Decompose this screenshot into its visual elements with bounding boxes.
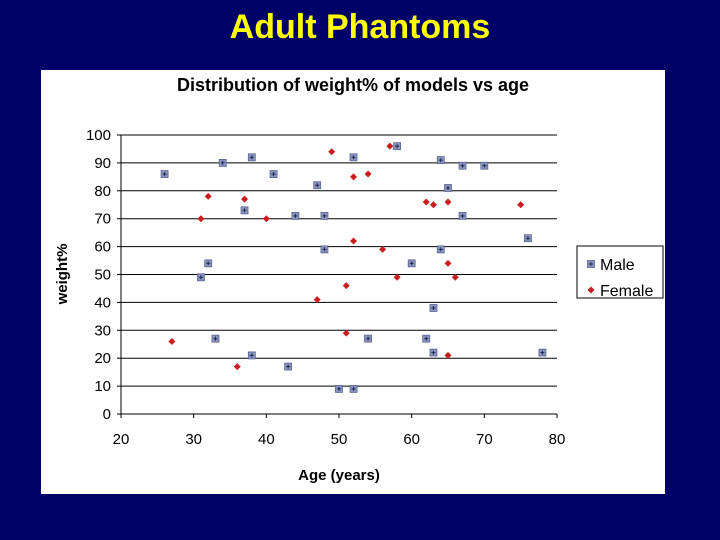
female-point <box>422 198 430 206</box>
legend-label-female: Female <box>600 283 653 300</box>
female-point <box>364 170 372 178</box>
y-tick-label: 90 <box>94 155 111 172</box>
legend-frame <box>576 245 664 299</box>
legend: Male Female <box>576 245 664 300</box>
legend-label-male: Male <box>600 257 635 274</box>
male-point <box>313 181 322 190</box>
y-tick-label: 80 <box>94 183 111 200</box>
male-point <box>284 362 293 371</box>
female-point <box>350 237 358 245</box>
axes <box>120 135 558 418</box>
female-point <box>444 351 452 359</box>
male-point <box>320 245 329 254</box>
female-point <box>197 215 205 223</box>
male-point <box>458 161 467 170</box>
male-point <box>524 234 532 243</box>
male-point <box>444 184 452 192</box>
y-tick-label: 10 <box>94 378 111 395</box>
y-axis-label: weight% <box>54 244 71 306</box>
y-tick-label: 70 <box>94 211 111 228</box>
female-point <box>233 363 241 371</box>
female-point <box>517 201 525 209</box>
x-tick-label: 40 <box>258 431 275 448</box>
male-point <box>269 170 278 178</box>
y-tick-label: 20 <box>94 350 111 367</box>
x-tick-label: 70 <box>476 431 493 448</box>
male-point <box>335 384 343 393</box>
female-point <box>393 273 401 281</box>
y-tick-label: 50 <box>94 267 111 284</box>
male-point <box>218 159 227 167</box>
female-point <box>342 329 350 337</box>
female-point <box>444 259 452 267</box>
male-point <box>291 212 300 220</box>
scatter-chart: Distribution of weight% of models vs age… <box>54 75 664 484</box>
legend-marker-male <box>587 260 595 268</box>
male-point <box>247 153 256 162</box>
female-point <box>342 282 350 290</box>
male-point <box>364 334 372 343</box>
x-tick-label: 60 <box>403 431 420 448</box>
female-point <box>429 201 437 209</box>
x-tick-label: 20 <box>113 431 130 448</box>
female-point <box>262 215 270 223</box>
male-point <box>480 161 489 170</box>
female-point <box>204 192 212 200</box>
chart-title: Distribution of weight% of models vs age <box>177 75 529 95</box>
female-point <box>313 296 321 304</box>
legend-marker-female <box>587 286 595 294</box>
male-point <box>204 259 213 268</box>
male-point <box>429 304 438 312</box>
male-point <box>436 245 445 254</box>
male-point <box>349 384 358 393</box>
y-tick-labels: 0 10 20 30 40 50 60 70 80 90 100 <box>86 127 111 423</box>
male-point <box>197 273 205 282</box>
female-point <box>328 148 336 156</box>
x-tick-labels: 20 30 40 50 60 70 80 <box>113 431 566 448</box>
male-point <box>160 170 169 178</box>
x-tick-label: 30 <box>185 431 202 448</box>
male-point <box>422 334 431 343</box>
male-point <box>393 142 402 151</box>
male-point <box>538 348 547 357</box>
female-point <box>451 273 459 281</box>
x-tick-label: 80 <box>549 431 566 448</box>
x-axis-label: Age (years) <box>298 467 380 484</box>
male-point <box>349 153 358 162</box>
female-point <box>241 195 249 203</box>
male-point <box>436 156 445 165</box>
slide-title: Adult Phantoms <box>229 8 491 46</box>
male-point <box>240 206 249 215</box>
x-tick-label: 50 <box>331 431 348 448</box>
data-points <box>160 142 547 393</box>
y-tick-label: 0 <box>103 406 111 423</box>
male-point <box>429 348 438 357</box>
y-tick-label: 30 <box>94 322 111 339</box>
male-point <box>458 212 467 220</box>
male-point <box>320 212 329 220</box>
male-point <box>247 351 256 360</box>
y-tick-label: 60 <box>94 239 111 256</box>
female-point <box>168 337 176 345</box>
female-point <box>350 173 358 181</box>
male-point <box>407 259 416 268</box>
chart-panel: Distribution of weight% of models vs age… <box>41 70 665 494</box>
female-point <box>379 245 387 253</box>
male-point <box>211 334 220 343</box>
y-tick-label: 40 <box>94 294 111 311</box>
female-point <box>386 142 394 150</box>
y-tick-label: 100 <box>86 127 111 144</box>
female-point <box>444 198 452 206</box>
gridlines <box>117 134 557 415</box>
